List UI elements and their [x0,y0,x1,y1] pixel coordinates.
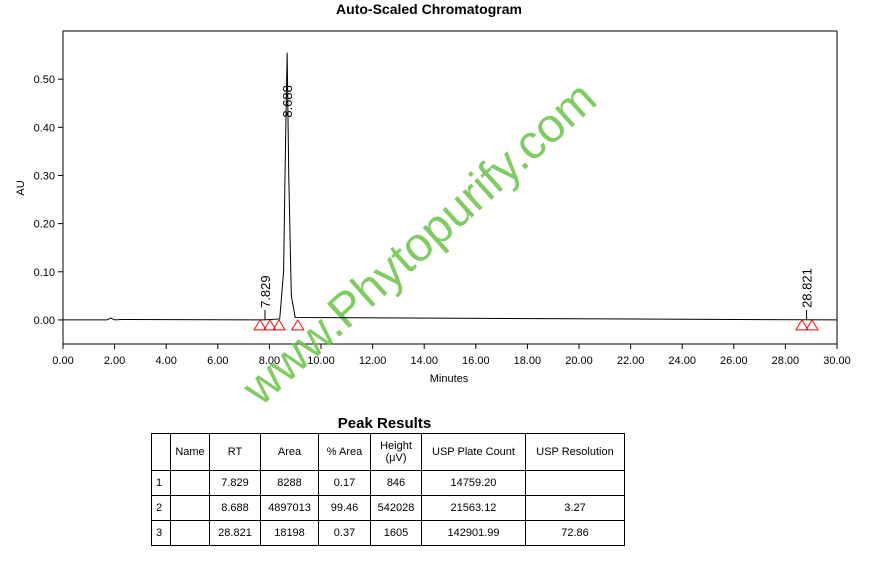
y-tick-label: 0.30 [34,170,55,182]
table-cell: 18198 [260,520,319,546]
x-tick-label: 6.00 [207,355,228,367]
table-cell: 1 [151,470,171,496]
table-cell: 7.829 [209,470,261,496]
x-tick-label: 20.00 [565,355,593,367]
table-cell: 2 [151,495,171,521]
column-header: % Area [318,433,371,471]
column-header: RT [209,433,261,471]
table-cell: 846 [370,470,422,496]
table-row: 2 8.688 4897013 99.46 542028 21563.12 3.27 [151,495,625,521]
x-tick-label: 26.00 [720,355,748,367]
y-axis-label: AU [15,180,27,195]
table-row: 3 28.821 18198 0.37 1605 142901.99 72.86 [151,520,625,546]
table-cell: 72.86 [525,520,625,546]
x-tick-label: 4.00 [155,355,176,367]
x-tick-label: 10.00 [307,355,335,367]
chart-title: Auto-Scaled Chromatogram [336,1,522,17]
y-tick-label: 0.00 [34,315,55,327]
table-cell: 8.688 [209,495,261,521]
chromatogram-line [63,52,838,321]
x-tick-label: 0.00 [52,355,73,367]
y-tick-label: 0.10 [34,267,55,279]
table-cell [170,520,210,546]
table-cell: 3 [151,520,171,546]
column-header [151,433,171,471]
table-cell: 28.821 [209,520,261,546]
x-tick-label: 18.00 [514,355,542,367]
table-cell: 1605 [370,520,422,546]
column-header: Name [170,433,210,471]
table-cell [170,470,210,496]
peak-label: 7.829 [258,275,273,308]
table-cell: 8288 [260,470,319,496]
x-tick-label: 8.00 [259,355,280,367]
plot-frame [62,30,838,345]
peak-label: 28.821 [800,268,815,308]
column-header: Area [260,433,319,471]
x-tick-label: 30.00 [823,355,851,367]
x-tick-label: 16.00 [462,355,490,367]
x-axis-label: Minutes [430,373,469,385]
peak-marker [272,318,286,331]
peak-marker [253,318,267,331]
table-cell: 14759.20 [421,470,526,496]
chart: Auto-Scaled Chromatogram Minutes AU 0.00… [15,1,851,410]
table-cell: 3.27 [525,495,625,521]
peak-marker [290,318,305,331]
peak-marker [263,318,277,331]
column-header: USP Resolution [525,433,625,471]
y-tick-label: 0.40 [34,122,55,134]
table-cell [170,495,210,521]
x-tick-label: 22.00 [617,355,645,367]
x-tick-label: 24.00 [668,355,696,367]
table-cell: 542028 [370,495,422,521]
y-tick-label: 0.50 [34,74,55,86]
table-cell [525,470,625,496]
table-cell: 21563.12 [421,495,526,521]
peak-label: 8.688 [280,85,295,118]
table-cell: 4897013 [260,495,319,521]
y-tick-label: 0.20 [34,219,55,231]
table-row: 1 7.829 8288 0.17 846 14759.20 [151,470,625,496]
peak-marker [805,318,819,331]
table-cell: 0.17 [318,470,371,496]
column-header: USP Plate Count [421,433,526,471]
x-tick-label: 12.00 [359,355,387,367]
x-tick-label: 14.00 [410,355,438,367]
x-tick-label: 2.00 [104,355,125,367]
peak-marker [795,318,809,331]
x-tick-label: 28.00 [772,355,800,367]
table-title: Peak Results [337,415,432,432]
column-header: Height (μV) [370,433,422,471]
table-cell: 0.37 [318,520,371,546]
table-cell: 142901.99 [421,520,526,546]
peak-table: Name RT Area% Area Height (μV) USP Plate Cou… [151,433,625,546]
table-cell: 99.46 [318,495,371,521]
